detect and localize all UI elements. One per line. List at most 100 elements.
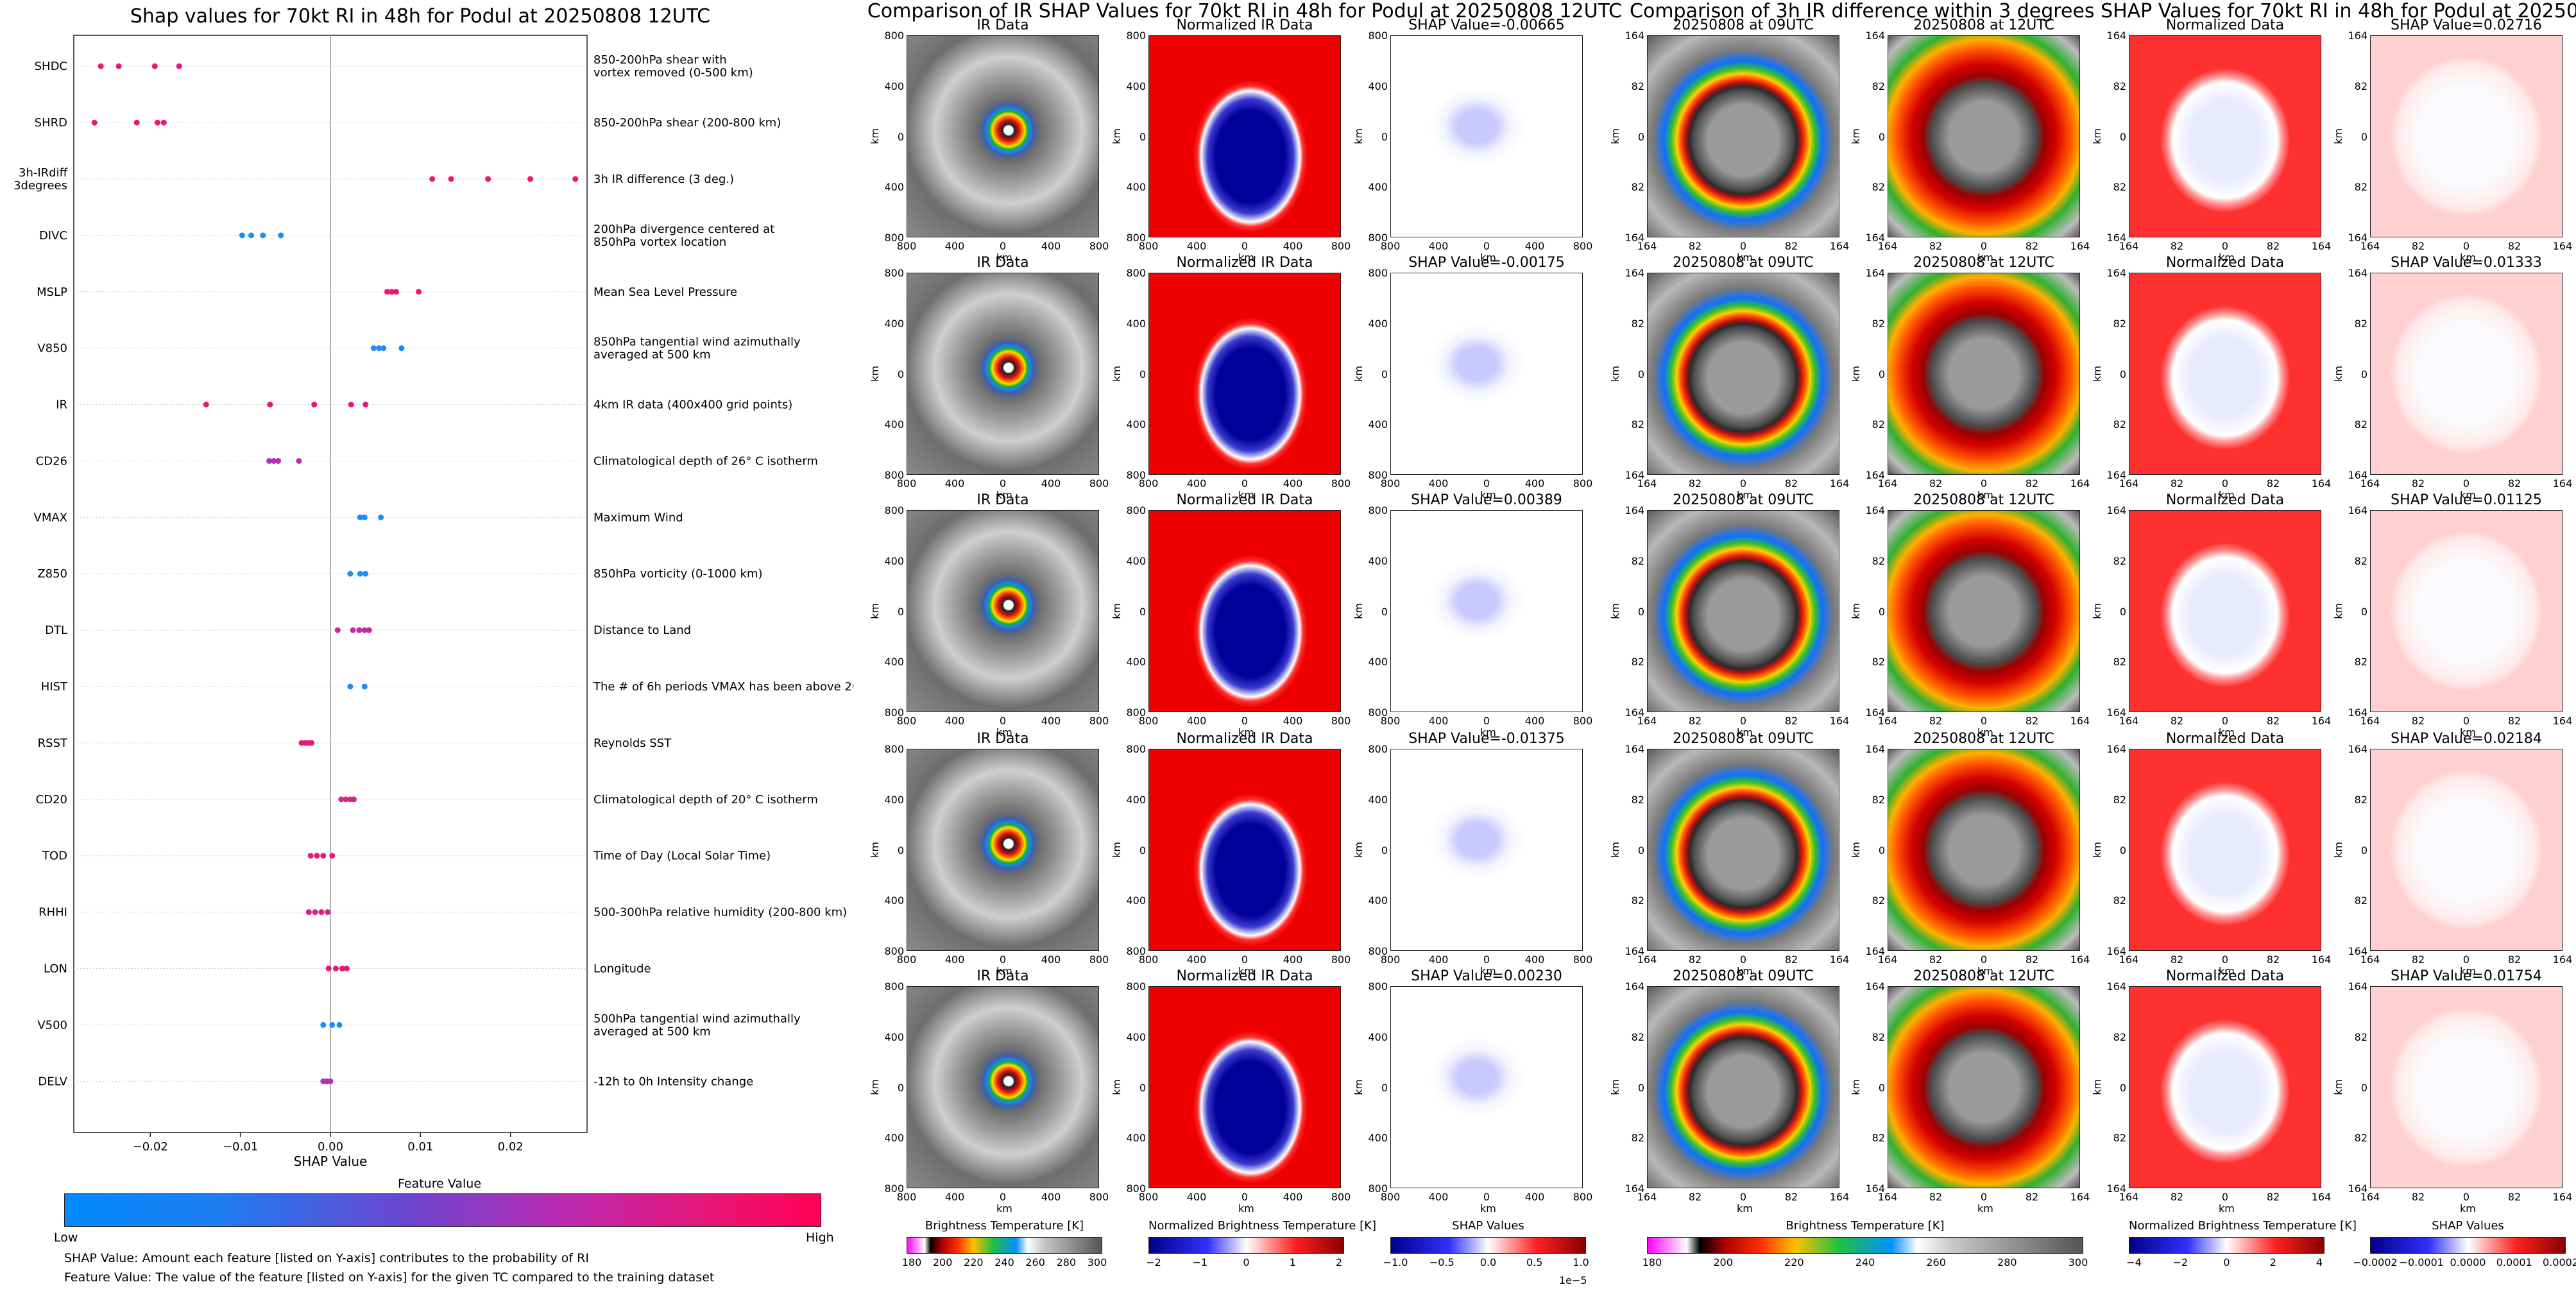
x-tick-label: 400 <box>1524 953 1545 966</box>
y-tick-label: 400 <box>884 317 904 330</box>
feature-label-line2: 3degrees <box>13 179 67 192</box>
x-tick-label: 0 <box>1241 1191 1249 1203</box>
y-tick-label: 0 <box>2119 368 2126 380</box>
note-feature-value: Feature Value: The value of the feature … <box>64 1270 715 1285</box>
shap-point <box>347 683 354 690</box>
feature-label: DELV <box>38 1075 67 1088</box>
x-tick-label: 0 <box>2462 477 2470 490</box>
colorbar-tick-label: −2 <box>1146 1256 1161 1268</box>
y-axis-label: km <box>1352 128 1365 144</box>
colorbar-tick-label: 260 <box>1025 1256 1045 1268</box>
y-tick-label: 800 <box>1368 945 1388 957</box>
x-tick-label: 800 <box>1573 240 1593 252</box>
y-tick-label: 164 <box>1625 980 1644 993</box>
x-tick-label: 0 <box>1980 953 1988 966</box>
feature-label: DTL <box>45 624 67 637</box>
colorbar-tick-label: −1 <box>1192 1256 1208 1268</box>
y-tick-label: 82 <box>2354 317 2367 330</box>
shap-point <box>305 909 312 916</box>
shap2-panel <box>2370 273 2563 475</box>
y-tick-label: 82 <box>1872 894 1885 907</box>
x-tick-label: 400 <box>944 715 965 727</box>
x-tick-label: 82 <box>1929 953 1943 966</box>
x-tick-label: 164 <box>1829 477 1850 490</box>
y-tick-label: 164 <box>2106 267 2126 279</box>
x-tick-label: 164 <box>1637 1191 1657 1203</box>
norm-panel <box>1148 35 1341 237</box>
panel-title: Normalized IR Data <box>1176 968 1313 984</box>
y-tick-label: 82 <box>1631 418 1644 431</box>
x-axis-label: km <box>2460 726 2476 738</box>
shap-point <box>278 232 284 239</box>
x-tick-label: 82 <box>1784 715 1798 727</box>
colorbar-tick-label: 300 <box>2068 1256 2088 1268</box>
y-tick-label: 82 <box>2113 894 2126 907</box>
x-tick-label: 82 <box>2266 477 2280 490</box>
x-tick-label: 164 <box>1829 715 1850 727</box>
x-tick-label: 0 <box>1980 477 1988 490</box>
y-tick-label: 400 <box>1368 181 1388 194</box>
y-axis-label: km <box>2090 365 2103 382</box>
x-axis-label: km <box>1480 965 1496 977</box>
y-axis-label: km <box>2090 128 2103 144</box>
shap-point <box>384 289 390 295</box>
x-tick-label: 0 <box>1739 715 1747 727</box>
feature-label: TOD <box>42 849 67 863</box>
y-tick-label: 164 <box>2348 706 2367 719</box>
x-tick-label: 82 <box>2507 240 2521 252</box>
x-tick-label: 800 <box>1331 953 1351 966</box>
feature-description: Maximum Wind <box>593 511 683 524</box>
feature-description: 500hPa tangential wind azimuthally <box>593 1012 801 1025</box>
feature-description: Climatological depth of 26° C isotherm <box>593 454 818 468</box>
ir2-panel <box>1647 273 1839 475</box>
colorbar-tick-label: −1.0 <box>1383 1256 1408 1268</box>
shap-point <box>343 796 349 803</box>
y-tick-label: 164 <box>2348 469 2367 481</box>
shap-point <box>393 289 399 295</box>
y-tick-label: 0 <box>2119 605 2126 618</box>
feature-label: DIVC <box>39 229 67 243</box>
y-tick-label: 164 <box>1625 743 1644 755</box>
y-axis-label: km <box>2332 602 2344 619</box>
y-axis-label: km <box>2332 1079 2344 1095</box>
y-tick-label: 164 <box>2348 980 2367 993</box>
y-tick-label: 164 <box>2106 232 2126 244</box>
shap-point <box>307 853 314 859</box>
x-tick-label: 800 <box>1138 953 1159 966</box>
norm2-panel <box>2129 986 2321 1188</box>
y-tick-label: 164 <box>2106 945 2126 957</box>
shap-point <box>260 232 266 239</box>
x-tick-label: 400 <box>1428 477 1449 490</box>
shap-point <box>160 119 167 126</box>
feature-label: 3h-IRdiff <box>19 166 68 180</box>
x-tick-label: 800 <box>1331 1191 1351 1203</box>
feature-description: Reynolds SST <box>593 737 672 750</box>
shap-point <box>527 176 534 182</box>
y-tick-label: 800 <box>1368 706 1388 719</box>
panel-title: Normalized IR Data <box>1176 731 1313 747</box>
y-tick-label: 0 <box>2360 844 2367 857</box>
y-tick-label: 82 <box>2113 656 2126 669</box>
x-tick-label: 800 <box>896 240 917 252</box>
x-tick-label: 164 <box>2119 715 2139 727</box>
x-axis-label: km <box>1238 965 1254 977</box>
shap-point <box>398 345 405 352</box>
x-tick-label: 82 <box>2170 240 2184 252</box>
shap-point <box>91 119 98 126</box>
x-tick-label: 82 <box>1688 240 1702 252</box>
x-tick-label: 400 <box>1524 240 1545 252</box>
x-tick-label: 0 <box>1483 715 1490 727</box>
x-tick-label: 800 <box>1138 1191 1159 1203</box>
norm-panel <box>1148 273 1341 475</box>
x-tick-label: 82 <box>1929 477 1943 490</box>
feature-description: averaged at 500 km <box>593 348 711 362</box>
feature-description: Longitude <box>593 962 651 976</box>
panel-title: SHAP Value=0.02716 <box>2391 17 2542 33</box>
x-axis-label: km <box>1737 965 1753 977</box>
shap-point <box>98 63 104 69</box>
y-tick-label: 82 <box>1872 1030 1885 1043</box>
shap-point <box>314 853 320 859</box>
x-tick-label: 164 <box>2070 715 2090 727</box>
colorbar-tick-label: −0.0001 <box>2399 1256 2444 1268</box>
x-tick-label: 164 <box>2070 953 2090 966</box>
